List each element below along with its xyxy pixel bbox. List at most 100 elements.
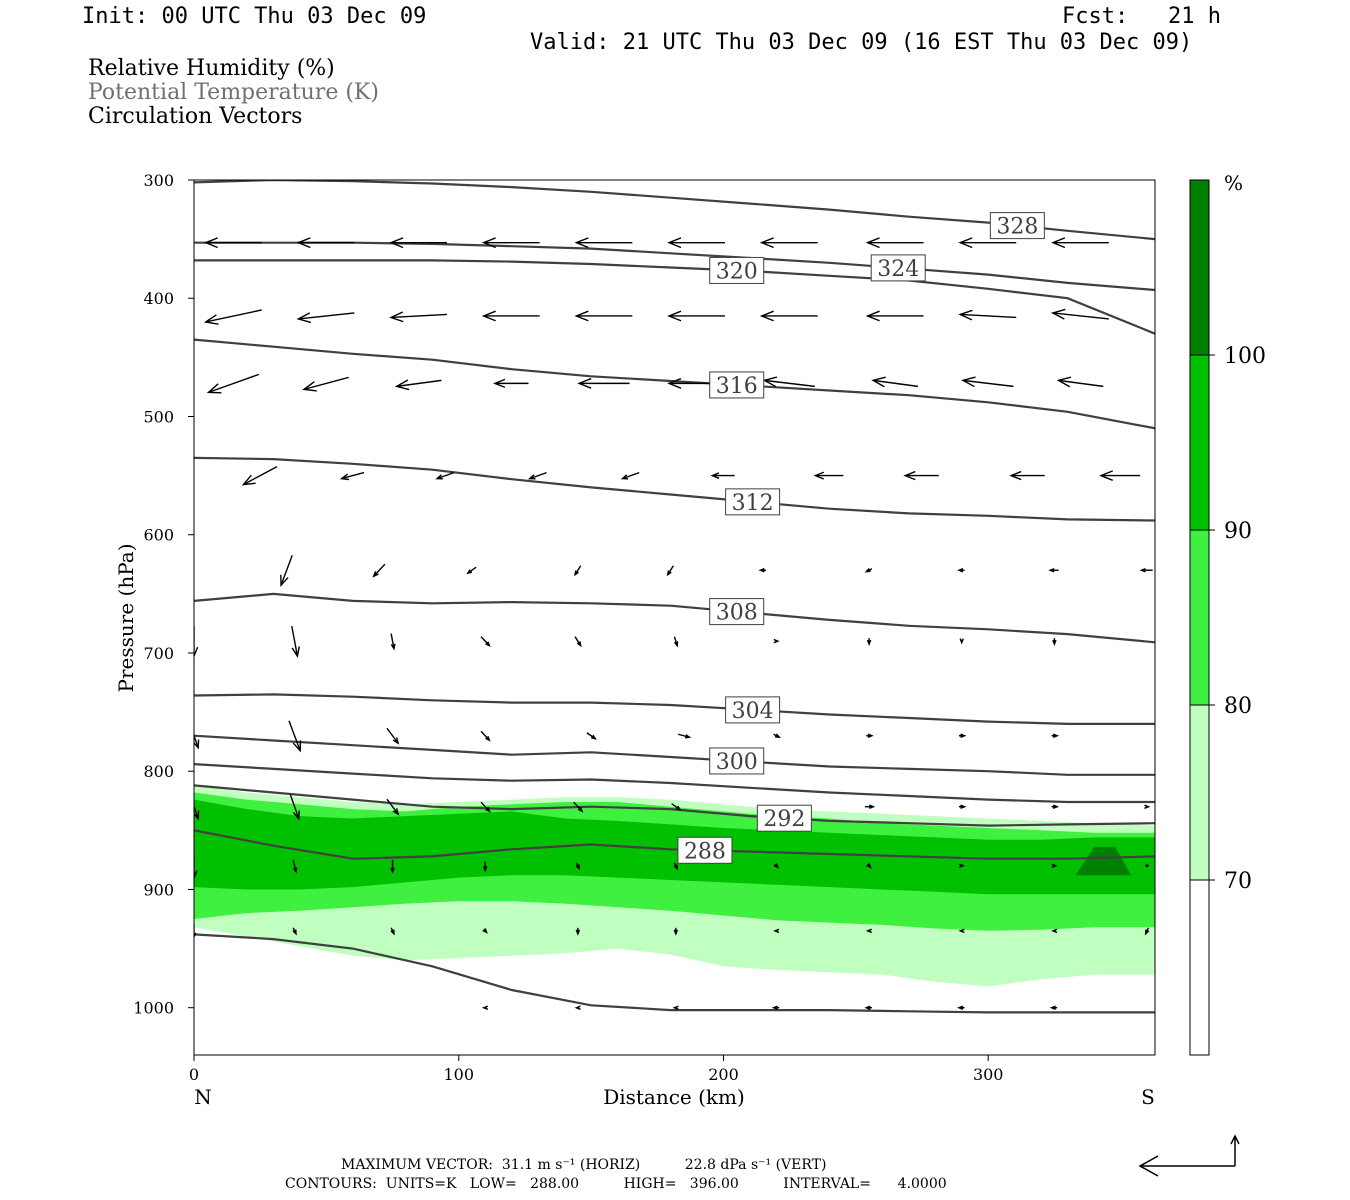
vector-head <box>389 311 404 323</box>
circulation-vector <box>677 733 692 739</box>
circulation-vector <box>865 928 872 934</box>
colorbar-segment <box>1190 705 1209 880</box>
circulation-vector <box>773 733 781 739</box>
vector-head <box>574 570 579 577</box>
vector-head <box>302 381 317 392</box>
vector-head <box>864 567 871 573</box>
vector-head <box>296 312 312 324</box>
vector-head <box>1144 929 1150 936</box>
vector-shaft <box>1058 379 1104 388</box>
y-axis-label: Pressure (hPa) <box>114 544 138 693</box>
circulation-vector <box>573 801 584 813</box>
colorbar-label: 80 <box>1224 694 1252 719</box>
vector-head <box>1052 639 1057 647</box>
circulation-vector <box>813 471 844 480</box>
circulation-vector <box>1139 567 1153 573</box>
circulation-vector <box>194 853 198 880</box>
vector-head <box>292 929 297 936</box>
circulation-vector <box>194 804 200 821</box>
vector-head <box>771 1005 778 1010</box>
vector-head <box>485 806 491 813</box>
circulation-vector <box>386 798 400 816</box>
colorbar-segment <box>1190 355 1209 530</box>
vector-head <box>866 863 872 869</box>
vector-head <box>482 866 488 873</box>
vector-head <box>864 1005 871 1010</box>
vector-head <box>194 810 200 821</box>
vector-head <box>960 804 967 809</box>
circulation-vector <box>291 626 301 659</box>
vector-shaft <box>480 730 490 741</box>
circulation-vector <box>759 310 818 322</box>
circulation-vector <box>1048 567 1059 573</box>
circulation-vector <box>864 1005 872 1010</box>
circulation-vector <box>773 638 780 644</box>
vector-head <box>1099 470 1114 481</box>
circulation-vector <box>574 636 582 648</box>
vector-head <box>1009 470 1022 481</box>
contour-label-312: 312 <box>732 491 774 516</box>
vector-head <box>482 928 488 934</box>
circulation-vector <box>959 638 964 645</box>
vector-shaft <box>529 471 547 480</box>
contour-label-328: 328 <box>996 215 1038 240</box>
vector-head <box>957 1005 964 1010</box>
vector-head <box>280 574 289 587</box>
vector-shaft <box>298 312 355 320</box>
vector-head <box>957 567 964 573</box>
vector-head <box>759 237 774 249</box>
circulation-vector <box>673 927 679 936</box>
circulation-vector <box>302 376 349 392</box>
circulation-vector <box>390 927 395 936</box>
contour-label-288: 288 <box>684 839 726 864</box>
vector-head <box>194 932 197 939</box>
vector-shaft <box>390 313 448 319</box>
circulation-vector <box>961 376 1014 388</box>
circulation-vector <box>1051 928 1058 934</box>
circulation-vector <box>194 626 199 659</box>
y-tick-label: 400 <box>143 289 174 308</box>
circulation-vector <box>773 863 780 869</box>
circulation-vector <box>866 863 872 869</box>
contour-label-324: 324 <box>877 257 919 282</box>
vector-head <box>590 734 597 740</box>
colorbar-label: 70 <box>1224 869 1252 894</box>
vector-shaft <box>960 313 1017 319</box>
circulation-vector <box>292 859 298 874</box>
vector-head <box>1049 1005 1056 1010</box>
vector-head <box>481 310 496 322</box>
colorbar-segment <box>1190 530 1209 705</box>
circulation-vector <box>773 928 780 934</box>
circulation-vector <box>759 237 818 249</box>
vector-shaft <box>386 727 399 744</box>
circulation-vector <box>1145 864 1149 868</box>
circulation-vector <box>390 633 396 651</box>
vector-head <box>466 569 473 575</box>
vector-head <box>673 929 679 936</box>
vector-head <box>1056 376 1072 388</box>
footer-max-vector: MAXIMUM VECTOR: 31.1 m s⁻¹ (HORIZ) 22.8 … <box>341 1157 827 1173</box>
theta-contour-300 <box>194 734 1155 776</box>
vector-shaft <box>480 801 490 812</box>
circulation-vector <box>666 565 674 577</box>
vector-shaft <box>386 798 399 815</box>
vector-head <box>1145 864 1149 868</box>
vector-head <box>867 733 874 738</box>
vector-head <box>1052 804 1060 809</box>
circulation-vector <box>280 554 293 587</box>
vector-shaft <box>962 379 1014 388</box>
vector-head <box>241 474 256 486</box>
vector-head <box>574 1005 581 1010</box>
contour-label-box <box>709 371 765 399</box>
circulation-vector <box>339 471 365 481</box>
vector-head <box>194 646 199 659</box>
vector-head <box>296 237 311 249</box>
circulation-vector <box>957 1005 965 1010</box>
circulation-vector <box>865 237 924 249</box>
circulation-vector <box>903 470 939 481</box>
circulation-vector <box>871 376 919 388</box>
vector-head <box>903 470 916 481</box>
theta-contour-304 <box>194 693 1155 725</box>
theta-contour-312 <box>194 456 1155 522</box>
vector-head <box>575 864 581 871</box>
